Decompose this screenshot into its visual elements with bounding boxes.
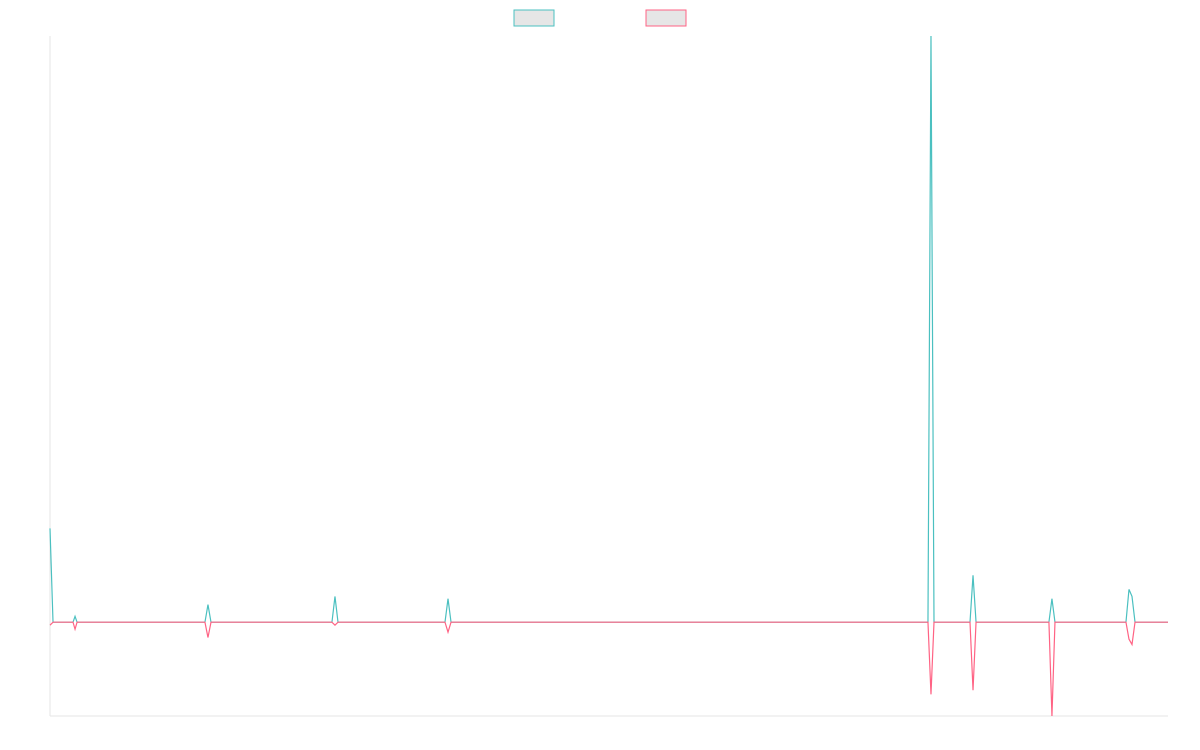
series-line xyxy=(49,35,1168,623)
legend-swatch xyxy=(645,9,687,27)
series-line xyxy=(49,621,1168,717)
legend-swatch xyxy=(513,9,555,27)
